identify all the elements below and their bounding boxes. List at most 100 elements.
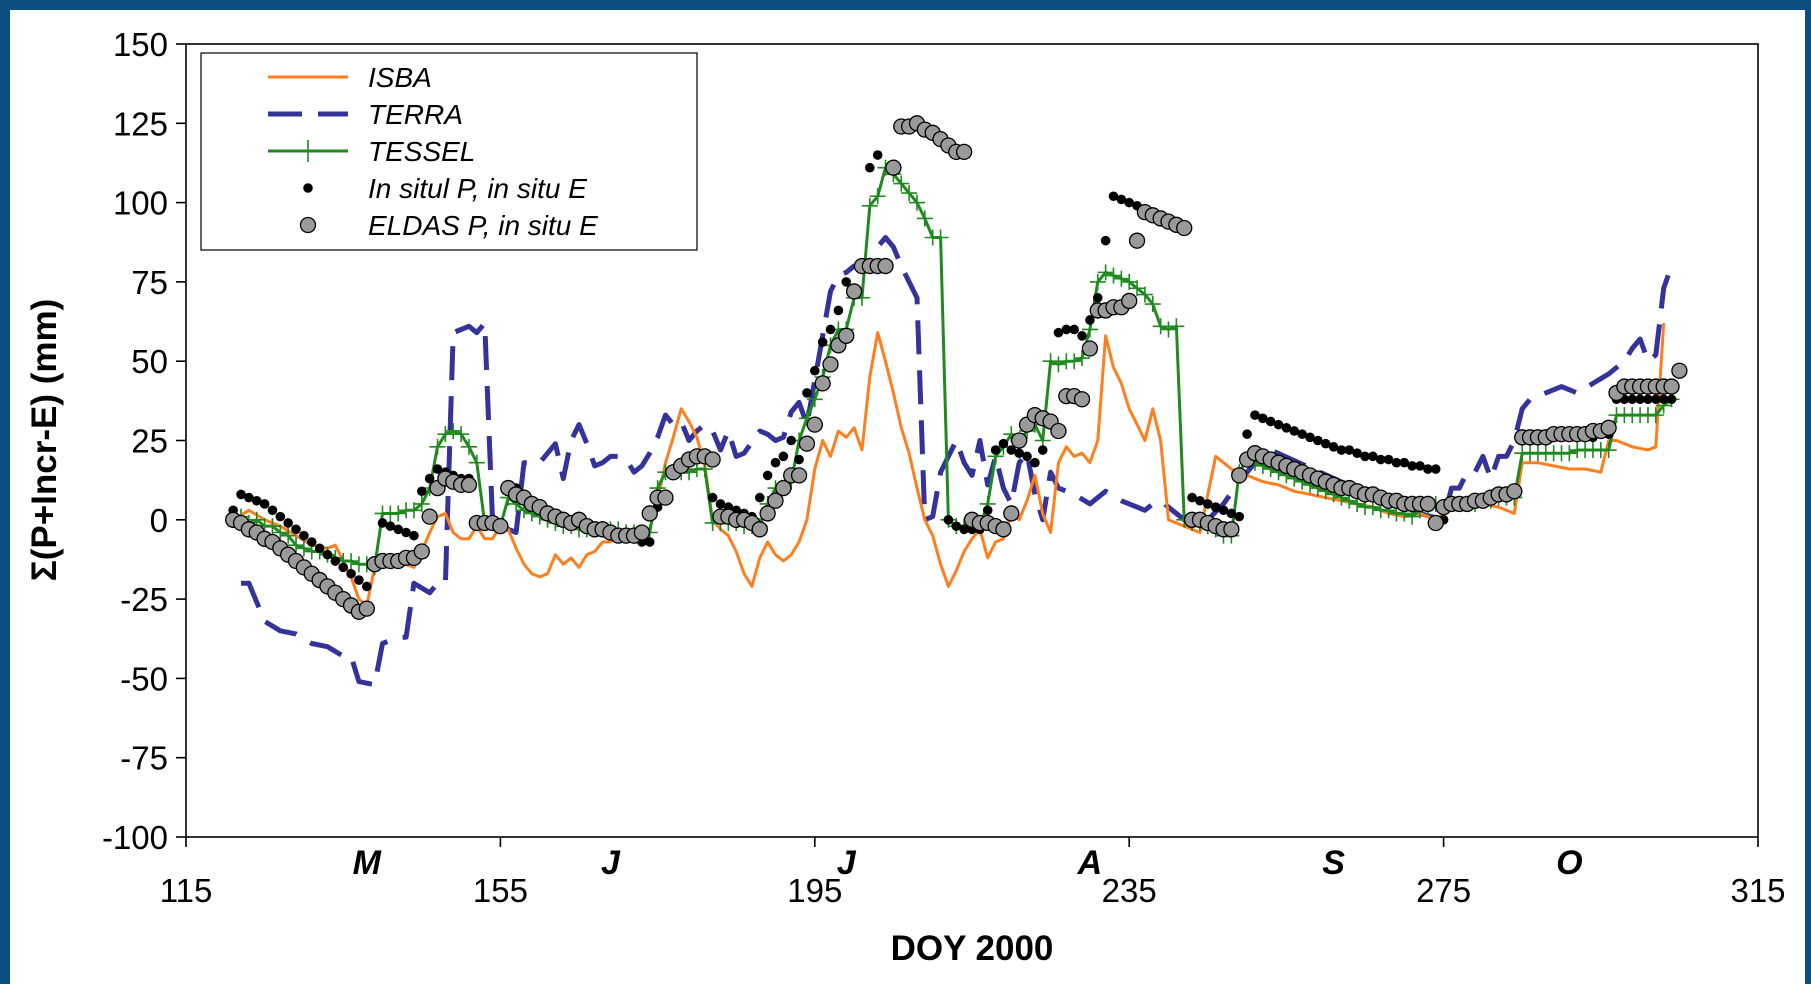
in-situ-point [338, 562, 349, 573]
x-axis: 115 155 195 235 275 315 [160, 837, 1786, 909]
tessel-plus-marker [453, 426, 470, 443]
y-axis-title: Σ(P+Incr-E) (mm) [25, 299, 64, 582]
in-situ-point [1108, 191, 1119, 202]
tessel-plus-marker [1050, 356, 1067, 373]
tessel-plus-marker [869, 188, 886, 205]
eldas-point [460, 476, 478, 494]
in-situ-point [346, 568, 356, 579]
in-situ-point [1061, 324, 1072, 335]
in-situ-point [1399, 457, 1410, 468]
legend-symbol [268, 140, 348, 162]
legend-label: TESSEL [368, 136, 475, 167]
tessel-plus-marker [429, 438, 446, 455]
y-tick-label: 0 [150, 502, 168, 539]
in-situ-point [865, 162, 875, 173]
tessel-plus-marker [1600, 442, 1617, 459]
legend-marker [299, 216, 317, 234]
in-situ-point [1053, 327, 1064, 338]
in-situ-point [951, 521, 962, 531]
x-tick-label: 155 [473, 872, 528, 909]
tessel-plus-marker [806, 391, 823, 408]
eldas-point [641, 505, 658, 522]
in-situ-point [283, 518, 293, 528]
in-situ-point [1250, 410, 1260, 420]
in-situ-point [361, 581, 372, 592]
tessel-plus-marker [1129, 280, 1146, 297]
in-situ-point [1407, 461, 1417, 471]
in-situ-point [377, 518, 388, 528]
tessel-plus-marker [861, 197, 878, 214]
y-tick-label: 25 [131, 423, 168, 460]
in-situ-point [1336, 445, 1347, 455]
in-situ-point [354, 575, 364, 585]
tessel-plus-marker [280, 527, 297, 544]
month-label: J [601, 844, 621, 882]
in-situ-point [244, 492, 254, 503]
tessel-plus-marker [264, 518, 281, 535]
month-label: M [353, 844, 382, 882]
eldas-point [1671, 362, 1688, 379]
in-situ-point [1100, 235, 1111, 246]
legend-label: In situl P, in situ E [368, 173, 587, 204]
tessel-plus-marker [1144, 296, 1161, 313]
eldas-point [1003, 505, 1020, 522]
in-situ-point [432, 464, 443, 474]
in-situ-point [236, 489, 246, 500]
eldas-point [492, 517, 509, 535]
y-tick-label: -75 [120, 740, 168, 777]
in-situ-point [1328, 442, 1339, 452]
in-situ-point [1423, 464, 1433, 474]
eldas-point [1073, 391, 1091, 408]
in-situ-point [275, 511, 286, 522]
in-situ-point [1635, 394, 1645, 405]
legend-symbol [303, 183, 313, 193]
in-situ-point [330, 556, 341, 566]
eldas-point [790, 467, 808, 484]
tessel-plus-marker [288, 537, 305, 554]
y-tick-label: -50 [120, 660, 168, 697]
in-situ-point [707, 492, 718, 503]
in-situ-point [959, 524, 969, 535]
y-tick-label: 100 [113, 185, 168, 222]
in-situ-point [1289, 426, 1300, 436]
eldas-point [845, 283, 863, 300]
in-situ-point [251, 495, 262, 506]
in-situ-point [1305, 432, 1315, 443]
tessel-plus-marker [1074, 350, 1091, 367]
tessel-plus-marker [413, 495, 430, 512]
tessel-plus-marker [1561, 445, 1578, 462]
tessel-plus-marker [1136, 286, 1153, 303]
in-situ-point [802, 388, 812, 398]
eldas-point [775, 479, 792, 497]
in-situ-point [1195, 495, 1205, 506]
in-situ-point [998, 438, 1009, 449]
eldas-point [1506, 483, 1523, 500]
in-situ-point [1666, 394, 1677, 405]
month-label: A [1077, 844, 1103, 882]
in-situ-point [1234, 511, 1245, 522]
chart-svg: -100 -75 -50 -25 0 25 50 75 100 125 150 115 155 195 2… [25, 26, 1786, 968]
tessel-plus-marker [460, 438, 477, 455]
eldas-point [885, 159, 902, 176]
in-situ-point [409, 530, 419, 541]
legend-symbol [299, 216, 317, 234]
tessel-plus-marker [445, 422, 462, 439]
in-situ-point [644, 537, 655, 547]
tessel-plus-marker [343, 553, 360, 570]
in-situ-point [1360, 451, 1370, 462]
in-situ-point [1077, 331, 1087, 341]
legend: ISBA TERRA TESSEL In situl P, in situ E ELDA… [200, 52, 698, 251]
legend-marker [303, 183, 313, 193]
in-situ-point [770, 457, 781, 468]
in-situ-point [872, 150, 883, 160]
eldas-point [814, 375, 831, 392]
eldas-point [751, 521, 768, 538]
in-situ-point [794, 454, 804, 465]
eldas-point [1419, 495, 1437, 513]
tessel-plus-marker [1160, 321, 1177, 338]
in-situ-point [833, 305, 844, 316]
in-situ-point [754, 492, 765, 503]
month-label: O [1556, 844, 1582, 882]
in-situ-point [401, 527, 411, 538]
